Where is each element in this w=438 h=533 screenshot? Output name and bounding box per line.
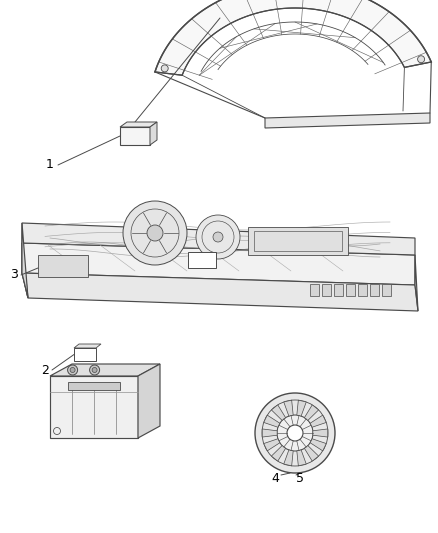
Polygon shape: [284, 400, 293, 416]
Polygon shape: [310, 284, 319, 296]
Polygon shape: [22, 223, 415, 255]
Circle shape: [255, 393, 335, 473]
Circle shape: [213, 232, 223, 242]
Polygon shape: [310, 415, 326, 427]
Polygon shape: [138, 364, 160, 438]
Polygon shape: [22, 243, 415, 285]
Polygon shape: [304, 405, 318, 421]
Polygon shape: [68, 382, 120, 390]
Circle shape: [277, 415, 313, 451]
Polygon shape: [262, 429, 277, 437]
Polygon shape: [22, 223, 28, 298]
Polygon shape: [50, 364, 160, 376]
Polygon shape: [382, 284, 391, 296]
Polygon shape: [272, 405, 286, 421]
Polygon shape: [22, 273, 418, 311]
Polygon shape: [120, 127, 150, 145]
Circle shape: [90, 365, 99, 375]
Circle shape: [287, 425, 303, 441]
Polygon shape: [248, 227, 348, 255]
Text: 3: 3: [10, 269, 18, 281]
Polygon shape: [304, 446, 318, 461]
Polygon shape: [284, 450, 293, 466]
Circle shape: [147, 225, 163, 241]
Polygon shape: [155, 0, 431, 75]
Polygon shape: [120, 122, 157, 127]
Circle shape: [161, 65, 168, 72]
Text: 2: 2: [41, 364, 49, 376]
Polygon shape: [272, 446, 286, 461]
Circle shape: [92, 367, 97, 373]
Polygon shape: [188, 252, 216, 268]
Polygon shape: [313, 429, 328, 437]
Polygon shape: [358, 284, 367, 296]
Polygon shape: [370, 284, 379, 296]
Circle shape: [67, 365, 78, 375]
Circle shape: [417, 56, 424, 63]
Polygon shape: [264, 439, 280, 451]
Polygon shape: [264, 415, 280, 427]
Polygon shape: [310, 439, 326, 451]
Polygon shape: [50, 376, 138, 438]
Polygon shape: [322, 284, 331, 296]
Polygon shape: [297, 450, 306, 466]
Polygon shape: [334, 284, 343, 296]
Polygon shape: [38, 255, 88, 277]
Polygon shape: [150, 122, 157, 145]
Polygon shape: [22, 243, 28, 298]
Text: 5: 5: [296, 472, 304, 486]
Circle shape: [196, 215, 240, 259]
Polygon shape: [346, 284, 355, 296]
Text: 1: 1: [46, 158, 54, 172]
Text: 4: 4: [271, 472, 279, 486]
Polygon shape: [265, 113, 430, 128]
Polygon shape: [74, 344, 101, 348]
Polygon shape: [415, 255, 418, 311]
Polygon shape: [297, 400, 306, 416]
Polygon shape: [74, 348, 96, 361]
Circle shape: [70, 367, 75, 373]
Circle shape: [123, 201, 187, 265]
